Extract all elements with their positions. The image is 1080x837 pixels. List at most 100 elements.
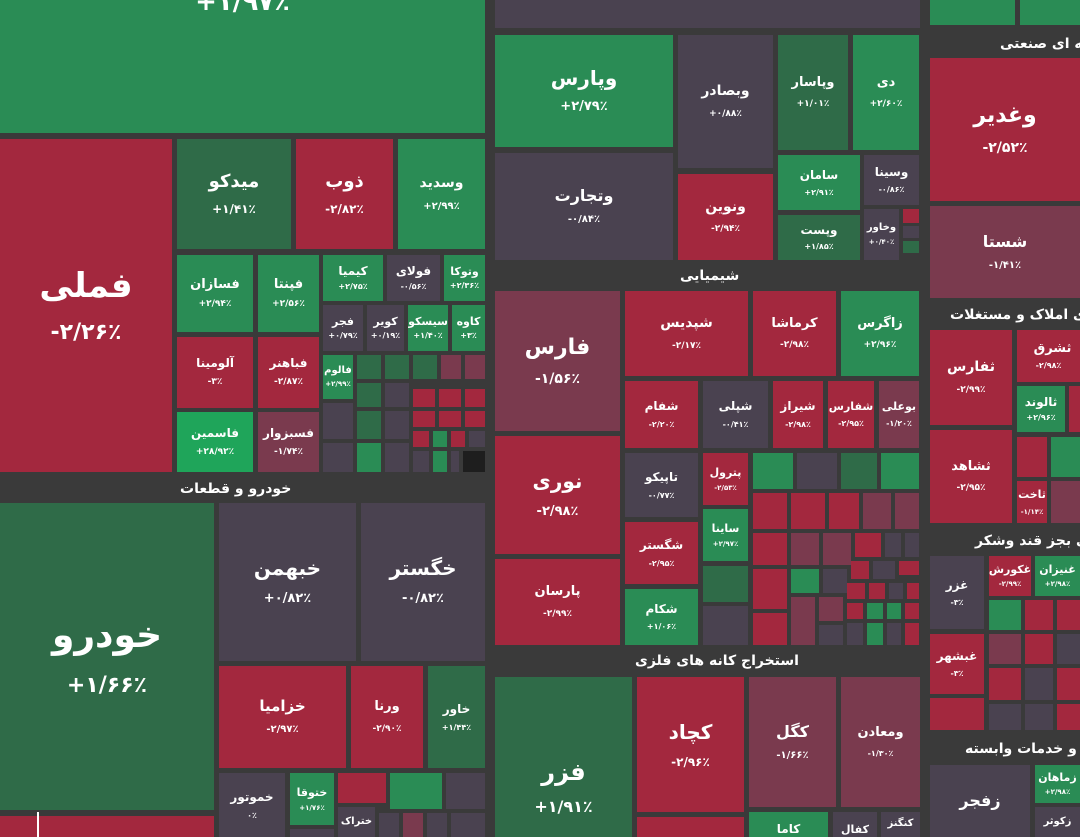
stock-tile-small[interactable] <box>819 625 843 645</box>
stock-tile[interactable]: میدکو +۱/۴۱٪ <box>177 139 291 249</box>
stock-tile[interactable]: ثالوند +۲/۹۶٪ <box>1017 386 1065 432</box>
stock-tile-small[interactable] <box>465 355 485 379</box>
stock-tile[interactable]: شفام -۲/۲۰٪ <box>625 381 698 448</box>
stock-tile[interactable]: ختراک <box>338 807 375 837</box>
stock-tile[interactable]: کاما <box>749 812 828 837</box>
stock-tile[interactable]: پارسان -۲/۹۹٪ <box>495 559 620 645</box>
stock-tile-small[interactable] <box>446 773 485 809</box>
stock-tile-small[interactable] <box>899 561 919 575</box>
stock-tile-small[interactable] <box>439 411 461 427</box>
stock-tile[interactable]: خزامیا -۲/۹۷٪ <box>219 666 346 768</box>
stock-tile-small[interactable] <box>379 813 399 837</box>
stock-tile-small[interactable] <box>867 603 883 619</box>
stock-tile[interactable]: غکورش -۲/۹۹٪ <box>989 556 1031 596</box>
stock-tile-small[interactable] <box>433 451 447 472</box>
stock-tile[interactable]: کفال <box>833 812 877 837</box>
stock-tile-small[interactable] <box>1069 386 1080 432</box>
stock-tile[interactable]: فسبزوار -۱/۷۴٪ <box>258 412 319 472</box>
stock-tile[interactable]: تاپیکو -۰/۷۷٪ <box>625 453 698 517</box>
stock-tile[interactable]: فالوم +۲/۹۹٪ <box>323 355 353 399</box>
stock-tile-small[interactable] <box>357 355 381 379</box>
stock-tile[interactable]: خموتور ۰٪ <box>219 773 285 837</box>
stock-tile[interactable]: شیراز -۲/۹۸٪ <box>773 381 823 448</box>
stock-tile[interactable]: خودرو +۱/۶۶٪ <box>0 503 214 810</box>
stock-tile-small[interactable] <box>463 451 485 472</box>
stock-tile-small[interactable] <box>1025 634 1053 664</box>
stock-tile[interactable]: زکوثر <box>1035 807 1080 837</box>
stock-tile-small[interactable] <box>989 704 1021 730</box>
stock-tile-small[interactable] <box>887 603 901 619</box>
stock-tile-small[interactable] <box>819 597 843 621</box>
stock-tile[interactable]: فباهنر -۲/۸۷٪ <box>258 337 319 408</box>
stock-tile-small[interactable] <box>753 453 793 489</box>
stock-tile[interactable]: وخاور +۰/۴۰٪ <box>864 209 899 260</box>
stock-tile[interactable]: شکام +۱/۰۶٪ <box>625 589 698 645</box>
stock-tile[interactable]: پترول -۲/۵۳٪ <box>703 453 748 505</box>
stock-tile[interactable]: زاگرس +۲/۹۶٪ <box>841 291 919 376</box>
stock-tile-small[interactable] <box>1025 600 1053 630</box>
stock-tile-small[interactable] <box>791 493 825 529</box>
stock-tile-small[interactable] <box>1057 600 1080 630</box>
stock-tile[interactable]: کگل -۱/۶۶٪ <box>749 677 836 807</box>
stock-tile-small[interactable] <box>1025 704 1053 730</box>
stock-tile-small[interactable] <box>441 355 461 379</box>
stock-tile[interactable]: زماهان +۲/۹۸٪ <box>1035 765 1080 803</box>
stock-tile[interactable]: کویر +۰/۱۹٪ <box>367 305 404 351</box>
stock-tile-small[interactable] <box>413 355 437 379</box>
stock-tile[interactable]: غنیزان +۲/۹۸٪ <box>1035 556 1080 596</box>
stock-tile[interactable]: شپلی -۰/۴۱٪ <box>703 381 768 448</box>
stock-tile[interactable]: ثشرق -۲/۹۸٪ <box>1017 330 1080 382</box>
stock-tile-small[interactable] <box>847 583 865 599</box>
stock-tile-small[interactable] <box>889 583 903 599</box>
stock-tile-small[interactable] <box>753 613 787 645</box>
stock-tile-small[interactable] <box>1057 704 1080 730</box>
stock-tile-small[interactable] <box>451 431 465 447</box>
stock-tile[interactable]: فسازان +۲/۹۴٪ <box>177 255 253 332</box>
stock-tile[interactable] <box>495 0 920 28</box>
stock-tile-small[interactable] <box>451 451 459 472</box>
stock-tile-small[interactable] <box>885 533 901 557</box>
stock-tile-small[interactable] <box>439 389 461 407</box>
stock-tile-small[interactable] <box>290 829 334 837</box>
stock-tile[interactable]: غبشهر -۳٪ <box>930 634 984 694</box>
stock-tile-small[interactable] <box>989 668 1021 700</box>
stock-tile-small[interactable] <box>403 813 423 837</box>
stock-tile-small[interactable] <box>1051 481 1080 523</box>
stock-tile-small[interactable] <box>637 817 744 837</box>
stock-tile-small[interactable] <box>413 451 429 472</box>
stock-tile-small[interactable] <box>855 533 881 557</box>
stock-tile-small[interactable] <box>903 241 919 253</box>
stock-tile[interactable]: ختوقا +۱/۷۶٪ <box>290 773 334 825</box>
stock-tile-small[interactable] <box>703 566 748 602</box>
stock-tile[interactable]: شستا -۱/۴۱٪ <box>930 206 1080 298</box>
stock-tile[interactable]: بوعلی -۱/۲۰٪ <box>879 381 919 448</box>
stock-tile[interactable]: ثفارس -۲/۹۹٪ <box>930 330 1012 425</box>
stock-tile-small[interactable] <box>847 603 863 619</box>
stock-tile[interactable]: زفجر <box>930 765 1030 837</box>
stock-tile-small[interactable] <box>390 773 442 809</box>
stock-tile[interactable]: فملی -۲/۲۶٪ <box>0 139 172 472</box>
stock-tile-small[interactable] <box>413 389 435 407</box>
stock-tile[interactable]: کچاد -۲/۹۶٪ <box>637 677 744 812</box>
stock-tile[interactable]: غزر -۳٪ <box>930 556 984 629</box>
stock-tile[interactable] <box>0 816 214 837</box>
stock-tile-small[interactable] <box>753 493 787 529</box>
stock-tile[interactable]: فارس -۱/۵۶٪ <box>495 291 620 431</box>
stock-tile-small[interactable] <box>465 411 485 427</box>
stock-tile-small[interactable] <box>791 597 815 645</box>
stock-tile-small[interactable] <box>895 493 919 529</box>
stock-tile[interactable]: وپارس +۲/۷۹٪ <box>495 35 673 147</box>
stock-tile[interactable]: نوری -۲/۹۸٪ <box>495 436 620 554</box>
stock-tile[interactable]: وپست +۱/۸۵٪ <box>778 215 860 260</box>
stock-tile[interactable]: فجر +۰/۷۹٪ <box>323 305 363 351</box>
stock-tile-small[interactable] <box>869 583 885 599</box>
stock-tile-small[interactable] <box>881 453 919 489</box>
stock-tile-small[interactable] <box>930 698 984 730</box>
stock-tile[interactable]: آلومینا -۳٪ <box>177 337 253 408</box>
stock-tile-small[interactable] <box>427 813 447 837</box>
stock-tile[interactable]: فاسمین +۲۸/۹۲٪ <box>177 412 253 472</box>
stock-tile[interactable]: وسدید +۲/۹۹٪ <box>398 139 485 249</box>
stock-tile[interactable]: وتوکا +۲/۳۶٪ <box>444 255 485 301</box>
stock-tile-small[interactable] <box>989 634 1021 664</box>
stock-tile[interactable]: کاوه +۳٪ <box>452 305 485 351</box>
